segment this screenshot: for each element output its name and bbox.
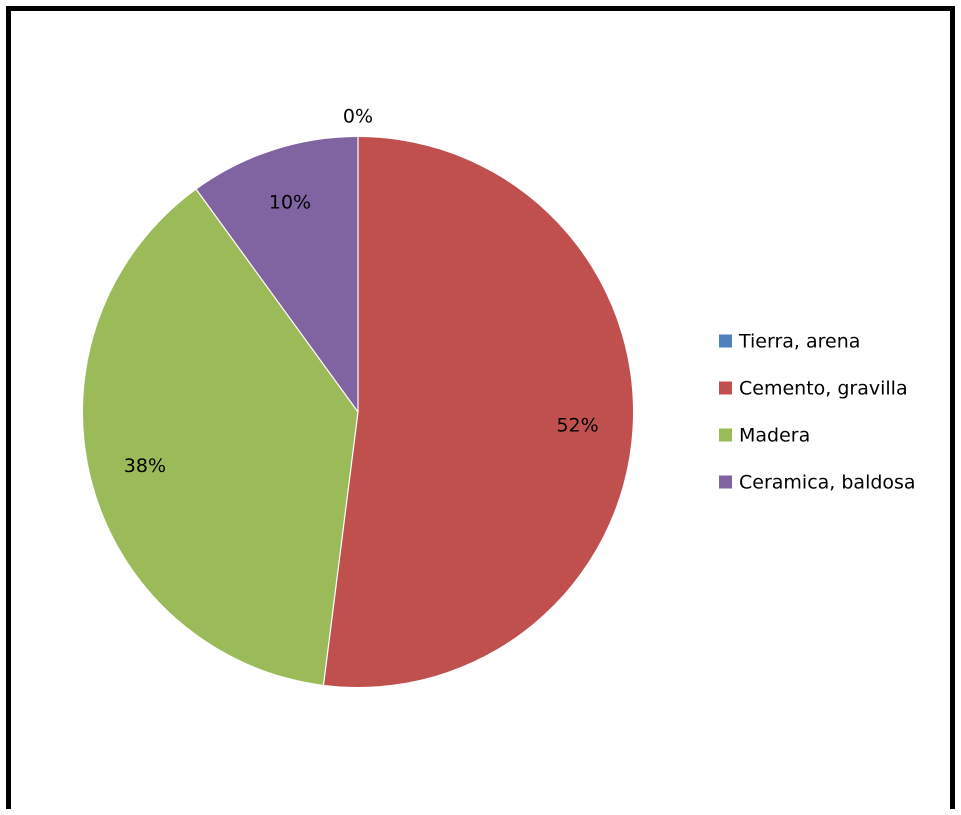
legend-swatch-madera xyxy=(719,428,732,442)
legend-swatch-cemento-gravilla xyxy=(719,381,732,395)
slice-separator xyxy=(195,189,359,413)
data-label-madera: 38% xyxy=(124,455,166,477)
pie-slice-cemento-gravilla xyxy=(323,137,634,687)
legend-swatch-tierra-arena xyxy=(719,334,732,348)
slice-separator xyxy=(322,411,359,685)
legend-swatch-ceramica-baldosa xyxy=(719,475,732,489)
legend-label-cemento-gravilla: Cemento, gravilla xyxy=(739,378,908,400)
pie-slice-madera xyxy=(83,189,359,685)
pie-slice-ceramica-baldosa xyxy=(196,137,358,412)
legend-label-madera: Madera xyxy=(739,425,810,447)
data-label-cemento-gravilla: 52% xyxy=(556,414,598,436)
legend-label-tierra-arena: Tierra, arena xyxy=(738,331,860,353)
data-label-ceramica-baldosa: 10% xyxy=(269,191,311,213)
pie-slices xyxy=(83,137,634,687)
legend-label-ceramica-baldosa: Ceramica, baldosa xyxy=(739,472,916,494)
legend: Tierra, arena Cemento, gravilla Madera Cera… xyxy=(719,331,916,494)
data-label-tierra-arena: 0% xyxy=(343,106,373,128)
data-labels: 0% 52% 38% 10% xyxy=(124,106,599,478)
